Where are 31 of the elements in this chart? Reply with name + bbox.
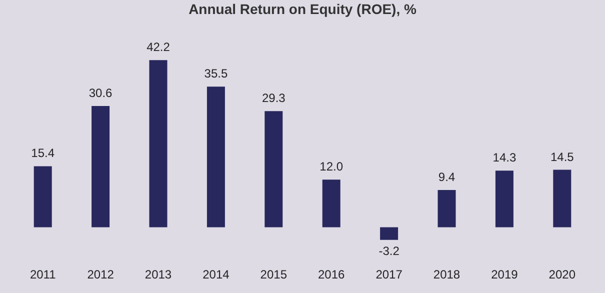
bar: [149, 60, 168, 228]
data-label: 29.3: [262, 91, 286, 106]
data-label: -3.2: [378, 244, 400, 258]
bar: [380, 227, 398, 240]
x-tick-label: 2018: [433, 268, 460, 282]
chart-title: Annual Return on Equity (ROE), %: [188, 1, 417, 18]
data-label: 42.2: [146, 40, 170, 54]
x-tick-label: 2015: [260, 268, 288, 282]
x-tick-label: 2016: [318, 268, 346, 282]
x-tick-label: 2019: [491, 268, 518, 282]
data-label: 30.6: [88, 86, 113, 100]
x-tick-label: 2020: [548, 268, 576, 282]
bar: [322, 180, 340, 228]
bar: [206, 86, 225, 228]
data-label: 12.0: [320, 160, 344, 174]
x-tick-label: 2012: [87, 268, 114, 282]
bar: [92, 106, 110, 228]
bar: [34, 166, 52, 228]
bar: [438, 190, 456, 228]
bar: [553, 170, 572, 228]
data-label: 14.3: [492, 150, 516, 165]
x-tick-label: 2013: [144, 268, 172, 282]
data-label: 15.4: [31, 146, 55, 160]
bar: [264, 111, 283, 228]
x-tick-label: 2011: [30, 268, 56, 282]
data-label: 9.4: [438, 170, 456, 184]
x-tick-label: 2014: [202, 268, 230, 282]
x-tick-label: 2017: [376, 268, 403, 282]
bar: [495, 170, 514, 228]
data-label: 35.5: [204, 66, 228, 81]
data-label: 14.5: [550, 150, 574, 164]
